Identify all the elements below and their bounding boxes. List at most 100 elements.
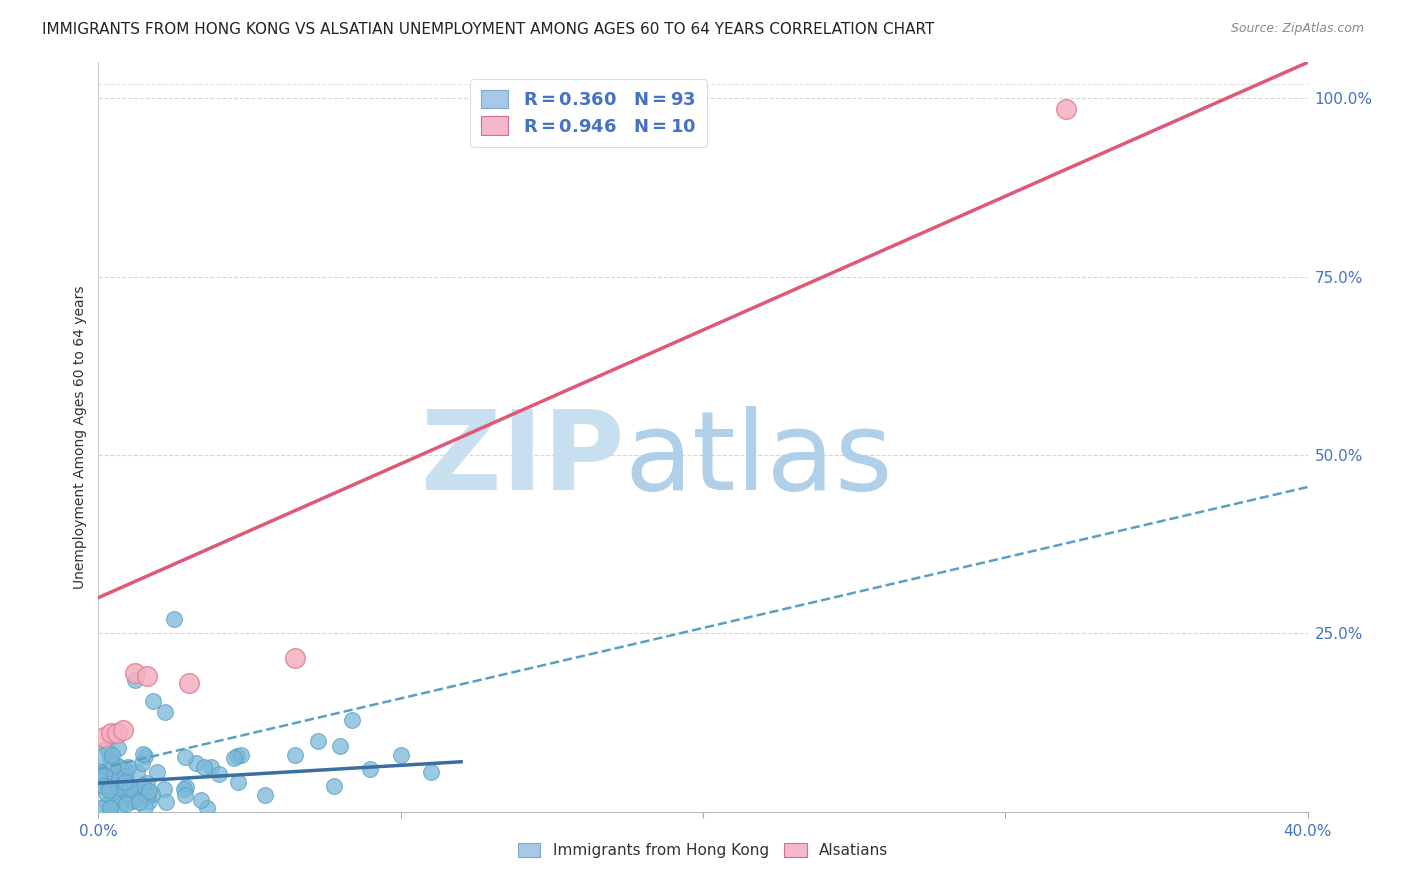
Point xyxy=(184,756,207,771)
Point xyxy=(107,771,129,785)
Point xyxy=(112,781,135,796)
Point xyxy=(110,771,132,785)
Point xyxy=(173,782,195,797)
Point xyxy=(128,787,150,801)
Point xyxy=(193,759,215,773)
Text: IMMIGRANTS FROM HONG KONG VS ALSATIAN UNEMPLOYMENT AMONG AGES 60 TO 64 YEARS COR: IMMIGRANTS FROM HONG KONG VS ALSATIAN UN… xyxy=(42,22,935,37)
Point xyxy=(98,783,121,797)
Point xyxy=(107,741,129,756)
Point xyxy=(200,759,222,773)
Point xyxy=(163,612,186,626)
Point xyxy=(322,779,344,793)
Point xyxy=(90,765,112,780)
Point xyxy=(112,777,135,791)
Point xyxy=(138,794,160,808)
Point xyxy=(104,793,127,807)
Point xyxy=(101,747,124,762)
Point xyxy=(96,797,118,812)
Point xyxy=(120,780,142,795)
Point xyxy=(105,726,128,740)
Point xyxy=(101,785,124,799)
Point xyxy=(155,795,177,809)
Point xyxy=(124,793,146,807)
Point xyxy=(117,786,139,800)
Point xyxy=(174,780,197,794)
Text: Source: ZipAtlas.com: Source: ZipAtlas.com xyxy=(1230,22,1364,36)
Point xyxy=(135,669,157,683)
Point xyxy=(225,749,247,764)
Point xyxy=(111,768,134,782)
Point xyxy=(104,785,127,799)
Point xyxy=(124,665,146,680)
Point xyxy=(174,750,197,764)
Point xyxy=(90,748,112,763)
Point xyxy=(96,741,118,756)
Point xyxy=(135,789,157,803)
Point xyxy=(97,774,120,789)
Point xyxy=(153,705,176,719)
Point xyxy=(340,713,363,727)
Point xyxy=(121,794,143,808)
Point xyxy=(389,748,412,763)
Point xyxy=(195,801,218,815)
Point xyxy=(103,766,125,780)
Point xyxy=(90,764,112,779)
Point xyxy=(307,734,329,748)
Point xyxy=(124,673,146,687)
Point xyxy=(115,797,138,811)
Point xyxy=(98,800,121,814)
Point xyxy=(128,796,150,810)
Legend: Immigrants from Hong Kong, Alsatians: Immigrants from Hong Kong, Alsatians xyxy=(512,837,894,864)
Point xyxy=(90,772,112,787)
Point xyxy=(134,749,156,764)
Point xyxy=(107,758,129,772)
Point xyxy=(190,793,212,807)
Point xyxy=(115,785,138,799)
Point xyxy=(142,694,165,708)
Point xyxy=(131,756,153,770)
Point xyxy=(110,799,132,814)
Point xyxy=(134,800,156,814)
Point xyxy=(138,784,160,798)
Text: atlas: atlas xyxy=(624,406,893,513)
Point xyxy=(226,775,249,789)
Point xyxy=(284,747,307,762)
Point xyxy=(329,739,352,753)
Point xyxy=(153,781,176,796)
Point xyxy=(93,730,115,744)
Point xyxy=(253,788,276,802)
Text: ZIP: ZIP xyxy=(420,406,624,513)
Point xyxy=(110,761,132,775)
Point xyxy=(132,747,155,762)
Point xyxy=(117,760,139,774)
Point xyxy=(146,764,169,779)
Point xyxy=(127,765,149,780)
Point xyxy=(136,776,159,790)
Point xyxy=(114,778,136,792)
Point xyxy=(229,747,252,762)
Point xyxy=(1054,102,1077,116)
Point xyxy=(118,779,141,793)
Point xyxy=(208,766,231,780)
Point xyxy=(100,726,122,740)
Point xyxy=(174,788,197,802)
Point xyxy=(179,676,201,690)
Point xyxy=(107,780,129,795)
Point xyxy=(107,759,129,773)
Point xyxy=(141,787,163,801)
Point xyxy=(104,774,127,789)
Point xyxy=(100,756,122,770)
Point xyxy=(93,769,115,783)
Point xyxy=(360,762,382,776)
Point xyxy=(420,765,443,780)
Point xyxy=(114,774,136,789)
Point xyxy=(94,786,117,800)
Point xyxy=(224,750,246,764)
Point xyxy=(115,764,138,778)
Point xyxy=(114,769,136,783)
Y-axis label: Unemployment Among Ages 60 to 64 years: Unemployment Among Ages 60 to 64 years xyxy=(73,285,87,589)
Point xyxy=(98,750,121,764)
Point xyxy=(132,778,155,792)
Point xyxy=(98,801,121,815)
Point xyxy=(104,766,127,780)
